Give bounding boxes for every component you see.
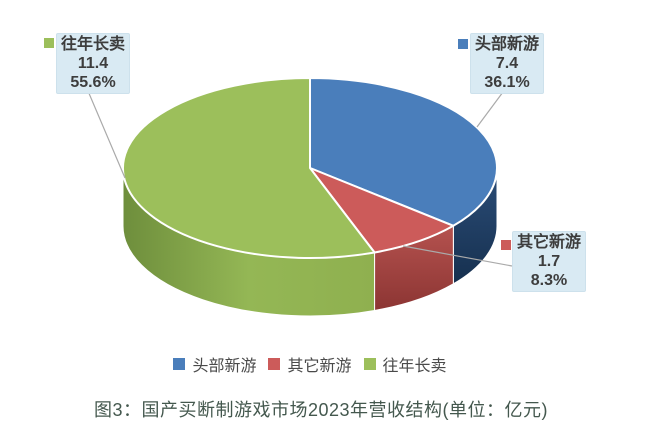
callout-value: 7.4 xyxy=(495,55,519,72)
callout-marker-top-new-games xyxy=(458,39,468,49)
leader-line-0 xyxy=(476,91,504,128)
callout-percent: 8.3% xyxy=(530,272,568,289)
callout-marker-other-new-games xyxy=(501,240,511,250)
callout-label: 往年长卖 xyxy=(60,36,125,53)
leader-line-2 xyxy=(87,90,126,179)
legend-label: 往年长卖 xyxy=(382,358,447,375)
callout-percent: 55.6% xyxy=(70,74,116,91)
callout-marker-past-sales xyxy=(44,38,54,48)
legend-swatch-blue xyxy=(173,358,186,370)
legend-swatch-green xyxy=(363,358,376,370)
legend-label: 其它新游 xyxy=(287,358,352,375)
callout-percent: 36.1% xyxy=(484,74,530,91)
callout-label: 其它新游 xyxy=(516,234,581,251)
legend-item-other-new-games: 其它新游 xyxy=(268,352,352,376)
callout-box-other-new-games: 其它新游 1.7 8.3% xyxy=(512,231,586,292)
legend-item-past-sales: 往年长卖 xyxy=(363,352,447,376)
callout-label: 头部新游 xyxy=(474,36,539,53)
callout-value: 11.4 xyxy=(77,55,109,72)
legend-label: 头部新游 xyxy=(192,358,257,375)
legend-swatch-red xyxy=(268,358,281,370)
leader-line-1 xyxy=(402,245,513,267)
pie-slice-2 xyxy=(122,77,376,259)
callout-box-past-sales: 往年长卖 11.4 55.6% xyxy=(56,33,130,94)
chart-legend: 头部新游 其它新游 往年长卖 xyxy=(0,352,620,376)
callout-box-top-new-games: 头部新游 7.4 36.1% xyxy=(470,33,544,94)
pie-slice-1 xyxy=(309,167,455,254)
legend-item-top-new-games: 头部新游 xyxy=(173,352,256,376)
pie-slice-0 xyxy=(309,77,498,227)
chart-caption: 图3：国产买断制游戏市场2023年营收结构(单位：亿元) xyxy=(93,400,549,420)
callout-value: 1.7 xyxy=(537,253,561,270)
